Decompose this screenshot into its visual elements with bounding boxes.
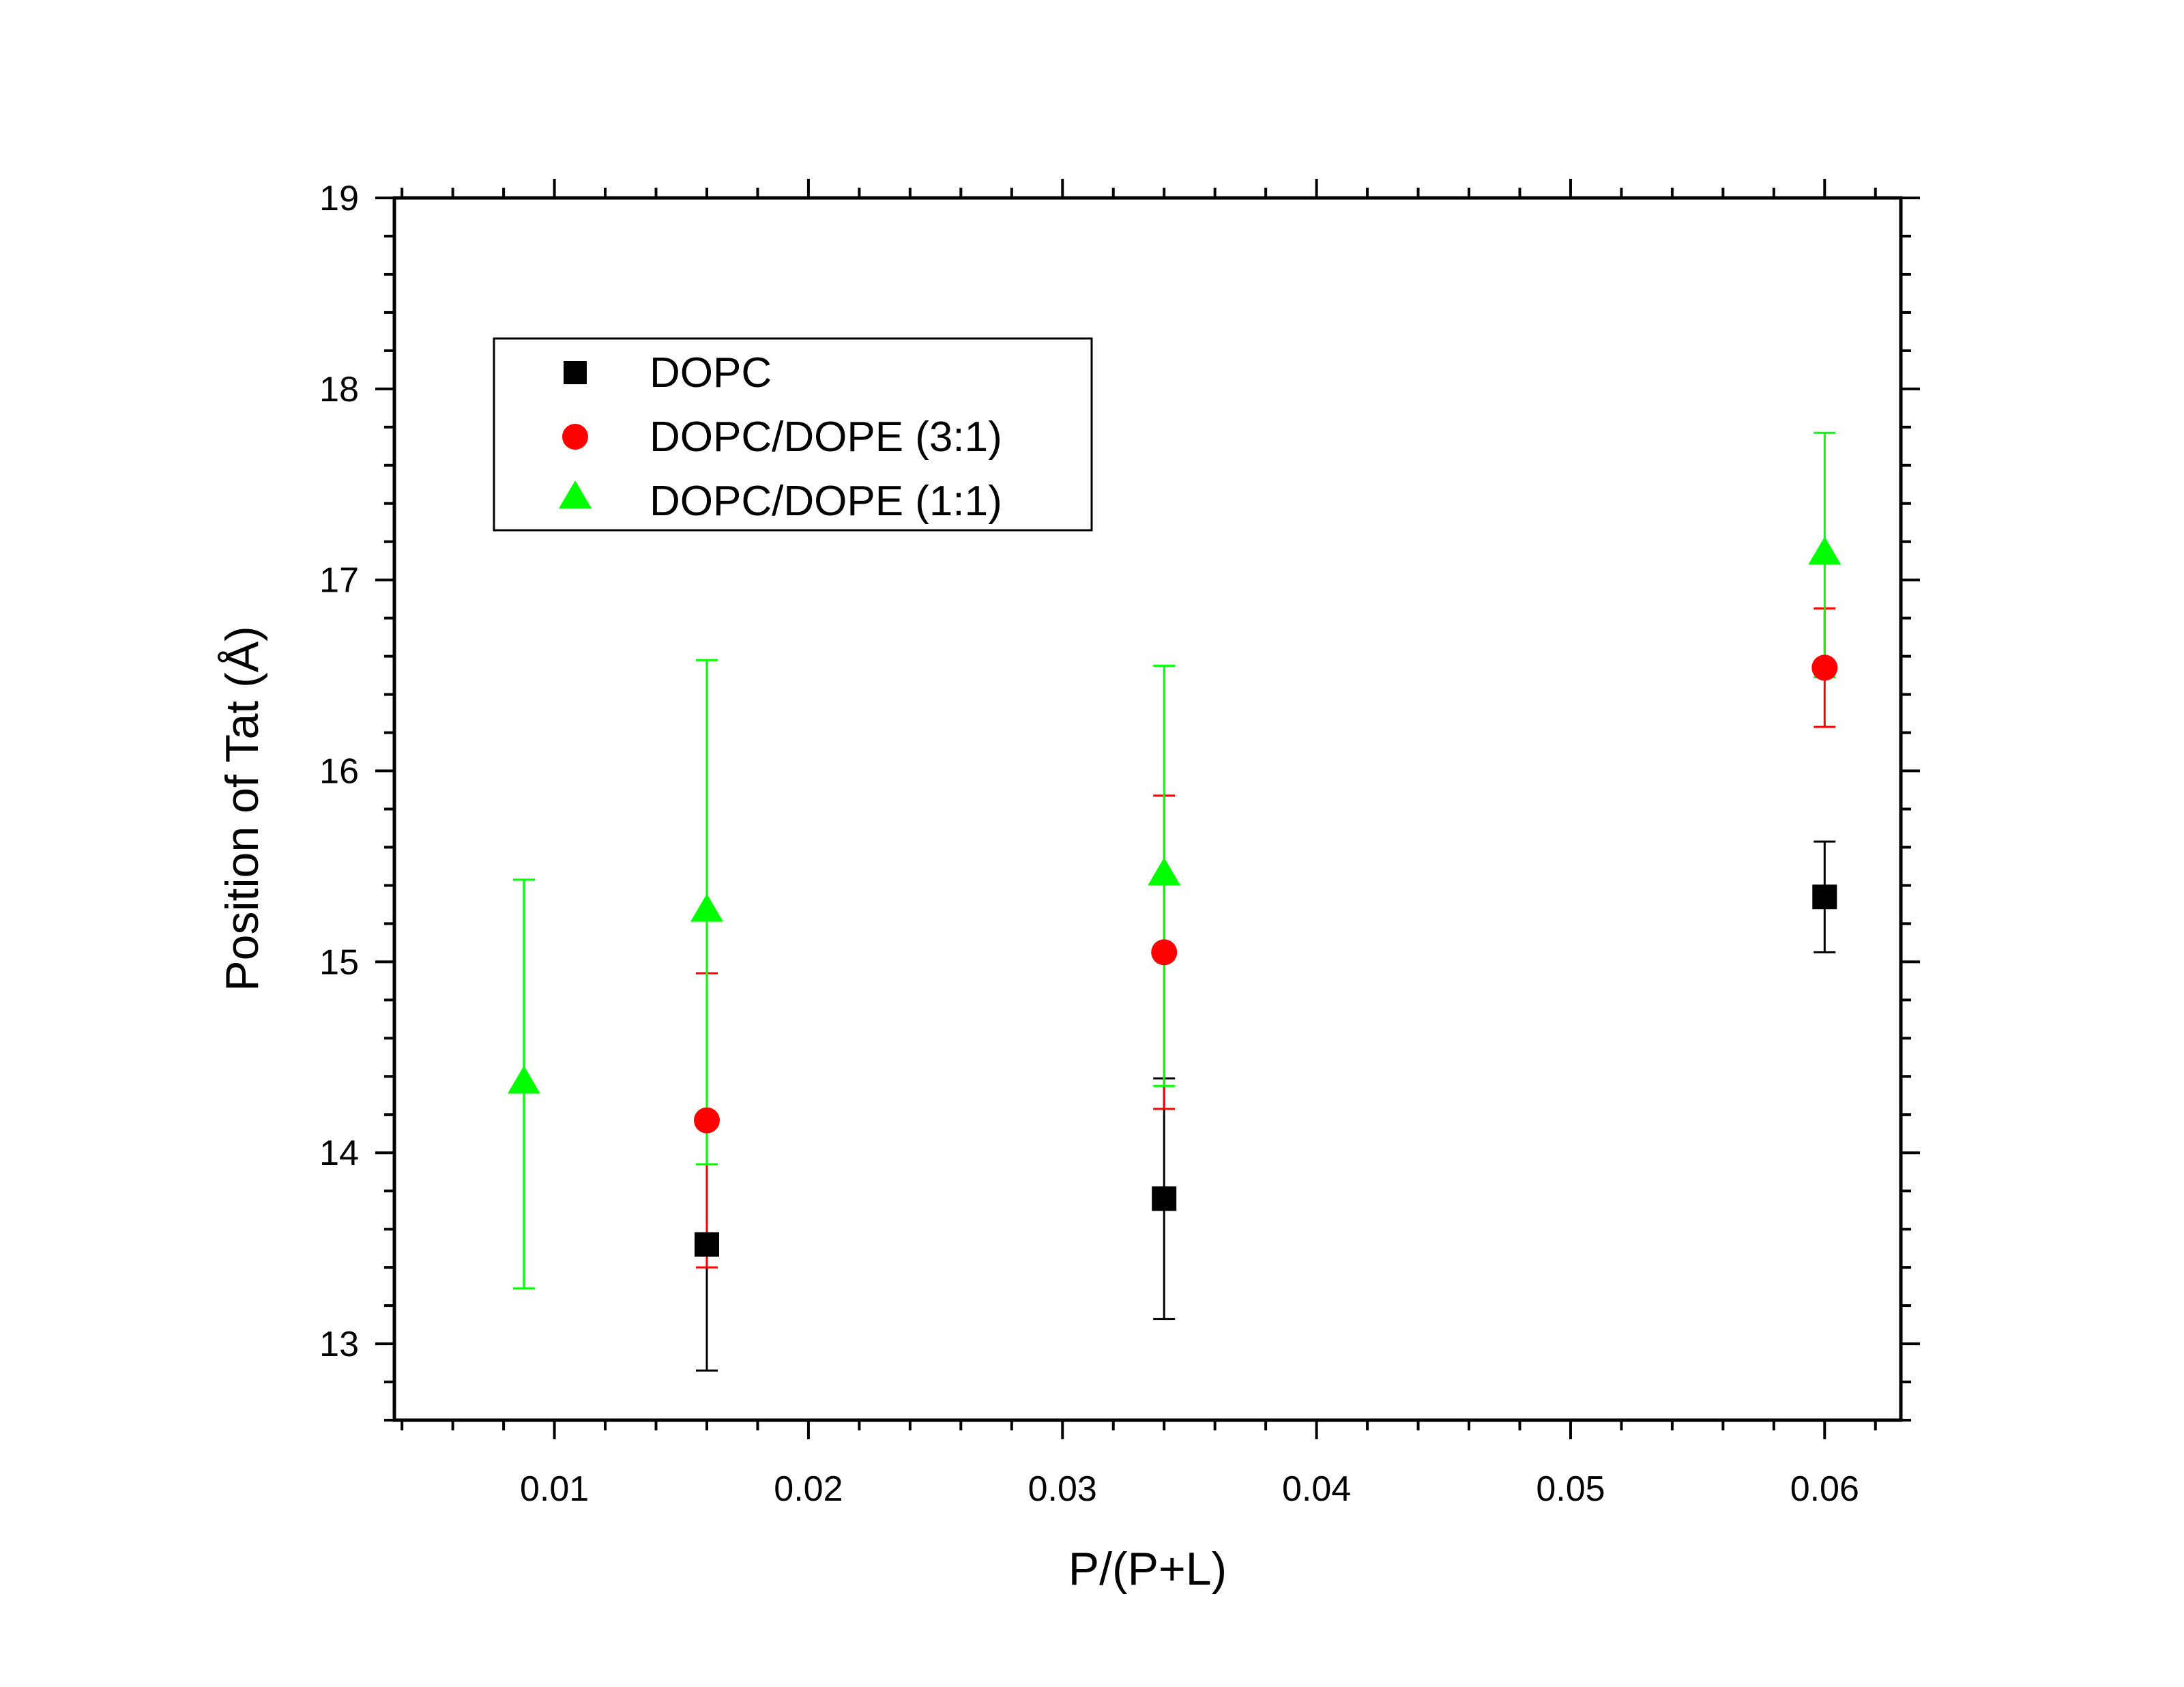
y-tick-label: 18 (319, 370, 359, 409)
y-tick-label: 16 (319, 752, 359, 792)
marker-square-series-0 (1152, 1186, 1177, 1211)
marker-square-series-0 (1812, 884, 1837, 910)
marker-triangle-series-2 (690, 893, 723, 922)
legend-marker-dopc-dope-1-1 (559, 480, 592, 508)
marker-triangle-series-2 (1808, 536, 1841, 565)
legend-label-dopc-dope-3-1: DOPC/DOPE (3:1) (650, 414, 1002, 461)
data-markers (507, 536, 1841, 1257)
x-tick-label: 0.06 (1790, 1469, 1859, 1509)
marker-square-series-0 (694, 1232, 719, 1257)
legend-label-dopc-dope-1-1: DOPC/DOPE (1:1) (650, 478, 1002, 525)
y-tick-label: 15 (319, 942, 359, 982)
marker-circle-series-1 (693, 1107, 720, 1134)
x-tick-label: 0.02 (774, 1469, 843, 1509)
marker-triangle-series-2 (507, 1065, 540, 1094)
x-tick-label: 0.01 (520, 1469, 589, 1509)
x-tick-label: 0.04 (1282, 1469, 1351, 1509)
marker-circle-series-1 (1151, 939, 1178, 966)
tick-labels: 0.01 0.02 0.03 0.04 0.05 0.06 13 14 15 16 17 18 19 (319, 179, 1859, 1509)
x-tick-label: 0.05 (1536, 1469, 1605, 1509)
legend-label-dopc: DOPC (650, 349, 772, 396)
legend: DOPC DOPC/DOPE (3:1) DOPC/DOPE (1:1) (493, 337, 1093, 532)
axis-ticks (375, 179, 1920, 1439)
marker-triangle-series-2 (1148, 857, 1181, 886)
y-tick-label: 14 (319, 1134, 359, 1173)
y-tick-label: 13 (319, 1325, 359, 1364)
y-tick-label: 17 (319, 561, 359, 601)
legend-marker-dopc (564, 361, 587, 384)
legend-box (493, 337, 1093, 532)
y-tick-label: 19 (319, 179, 359, 218)
x-tick-label: 0.03 (1028, 1469, 1097, 1509)
legend-marker-dopc-dope-3-1 (562, 424, 588, 450)
marker-circle-series-1 (1811, 654, 1838, 681)
x-axis-label: P/(P+L) (1068, 1543, 1227, 1595)
y-axis-label: Position of Tat (Å) (216, 626, 268, 991)
